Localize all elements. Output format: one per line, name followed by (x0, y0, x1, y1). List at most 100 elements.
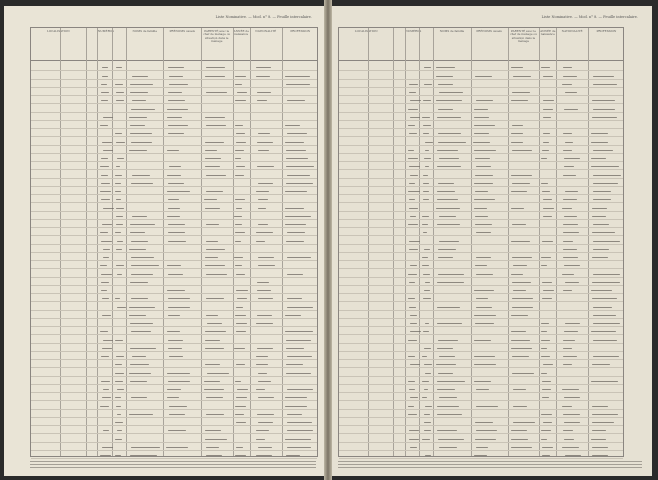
handwritten-entry (284, 405, 307, 407)
running-header: Liste Nominative. — Mod. n° 8. — Feuille… (215, 15, 312, 19)
column-header-annee: ANNÉE de naissance (233, 29, 249, 37)
handwritten-entry (236, 166, 245, 168)
table-row (339, 392, 623, 393)
handwritten-entry (475, 257, 491, 259)
table-header: LOCALISATION NUMÉROS NOMS de famille PRÉNOM… (339, 28, 623, 61)
handwritten-entry (204, 199, 217, 201)
table-row (339, 95, 623, 96)
handwritten-entry (235, 364, 245, 366)
handwritten-entry (408, 166, 420, 168)
handwritten-entry (256, 141, 274, 143)
handwritten-entry (592, 356, 620, 358)
table-row (339, 301, 623, 303)
handwritten-entry (236, 141, 247, 143)
handwritten-entry (510, 314, 528, 316)
handwritten-entry (206, 224, 220, 226)
handwritten-entry (284, 224, 306, 226)
handwritten-entry (168, 314, 180, 316)
handwritten-entry (167, 149, 180, 151)
handwritten-entry (473, 455, 487, 457)
handwritten-entry (423, 430, 432, 432)
handwritten-entry (562, 67, 573, 69)
handwritten-entry (437, 281, 465, 283)
handwritten-entry (287, 298, 302, 300)
handwritten-entry (257, 446, 272, 448)
handwritten-entry (169, 413, 185, 415)
handwritten-entry (287, 356, 313, 358)
handwritten-entry (474, 339, 491, 341)
handwritten-entry (409, 199, 416, 201)
handwritten-entry (235, 83, 242, 85)
handwritten-entry (592, 314, 617, 316)
table-row (339, 185, 623, 187)
handwritten-entry (286, 372, 312, 374)
handwritten-entry (591, 141, 608, 143)
handwritten-entry (543, 108, 553, 110)
handwritten-entry (236, 422, 246, 424)
table-row (31, 70, 317, 72)
handwritten-entry (562, 133, 572, 135)
handwritten-entry (438, 141, 466, 143)
handwritten-entry (102, 257, 109, 259)
table-row (31, 202, 317, 204)
handwritten-entry (542, 240, 554, 242)
handwritten-entry (167, 133, 185, 135)
table-row (339, 218, 623, 220)
handwritten-entry (564, 158, 581, 160)
column-header-nom: NOMS de famille (439, 29, 465, 33)
handwritten-entry (592, 273, 620, 275)
handwritten-entry (563, 422, 581, 424)
handwritten-entry (204, 158, 221, 160)
handwritten-entry (102, 248, 110, 250)
handwritten-entry (591, 380, 619, 382)
handwritten-entry (100, 356, 110, 358)
handwritten-entry (422, 257, 429, 259)
handwritten-entry (424, 455, 432, 457)
handwritten-entry (564, 281, 580, 283)
handwritten-entry (168, 100, 185, 102)
handwritten-entry (542, 364, 553, 366)
handwritten-entry (437, 438, 465, 440)
table-row (31, 260, 317, 261)
column-header-prenoms: PRÉNOMS usuels (169, 29, 195, 33)
table-row (339, 342, 623, 344)
handwritten-entry (540, 356, 551, 358)
table-row (339, 194, 623, 195)
handwritten-entry (100, 405, 109, 407)
handwritten-entry (473, 116, 489, 118)
handwritten-entry (129, 83, 153, 85)
handwritten-entry (424, 290, 430, 292)
table-row (339, 309, 623, 311)
handwritten-entry (129, 248, 146, 250)
column-header-nom: NOMS de famille (132, 29, 157, 33)
handwritten-entry (131, 174, 151, 176)
handwritten-entry (286, 240, 305, 242)
table-row (31, 243, 317, 245)
table-row (31, 375, 317, 377)
handwritten-entry (114, 232, 121, 234)
handwritten-entry (236, 298, 247, 300)
handwritten-entry (475, 174, 493, 176)
handwritten-entry (511, 191, 527, 193)
handwritten-entry (563, 438, 574, 440)
handwritten-entry (287, 174, 311, 176)
handwritten-entry (130, 273, 154, 275)
handwritten-entry (256, 67, 271, 69)
handwritten-entry (473, 125, 496, 127)
handwritten-entry (408, 380, 415, 382)
handwritten-entry (116, 207, 125, 209)
handwritten-entry (408, 108, 418, 110)
handwritten-entry (130, 257, 154, 259)
handwritten-entry (511, 67, 524, 69)
handwritten-entry (512, 182, 530, 184)
table-row (339, 70, 623, 72)
handwritten-entry (424, 347, 432, 349)
handwritten-entry (114, 455, 121, 457)
table-row (339, 152, 623, 154)
table-row (339, 458, 623, 459)
handwritten-entry (436, 75, 454, 77)
column-header-localisation: LOCALISATION (354, 29, 378, 33)
handwritten-entry (101, 281, 110, 283)
handwritten-entry (130, 108, 155, 110)
handwritten-entry (407, 339, 417, 341)
